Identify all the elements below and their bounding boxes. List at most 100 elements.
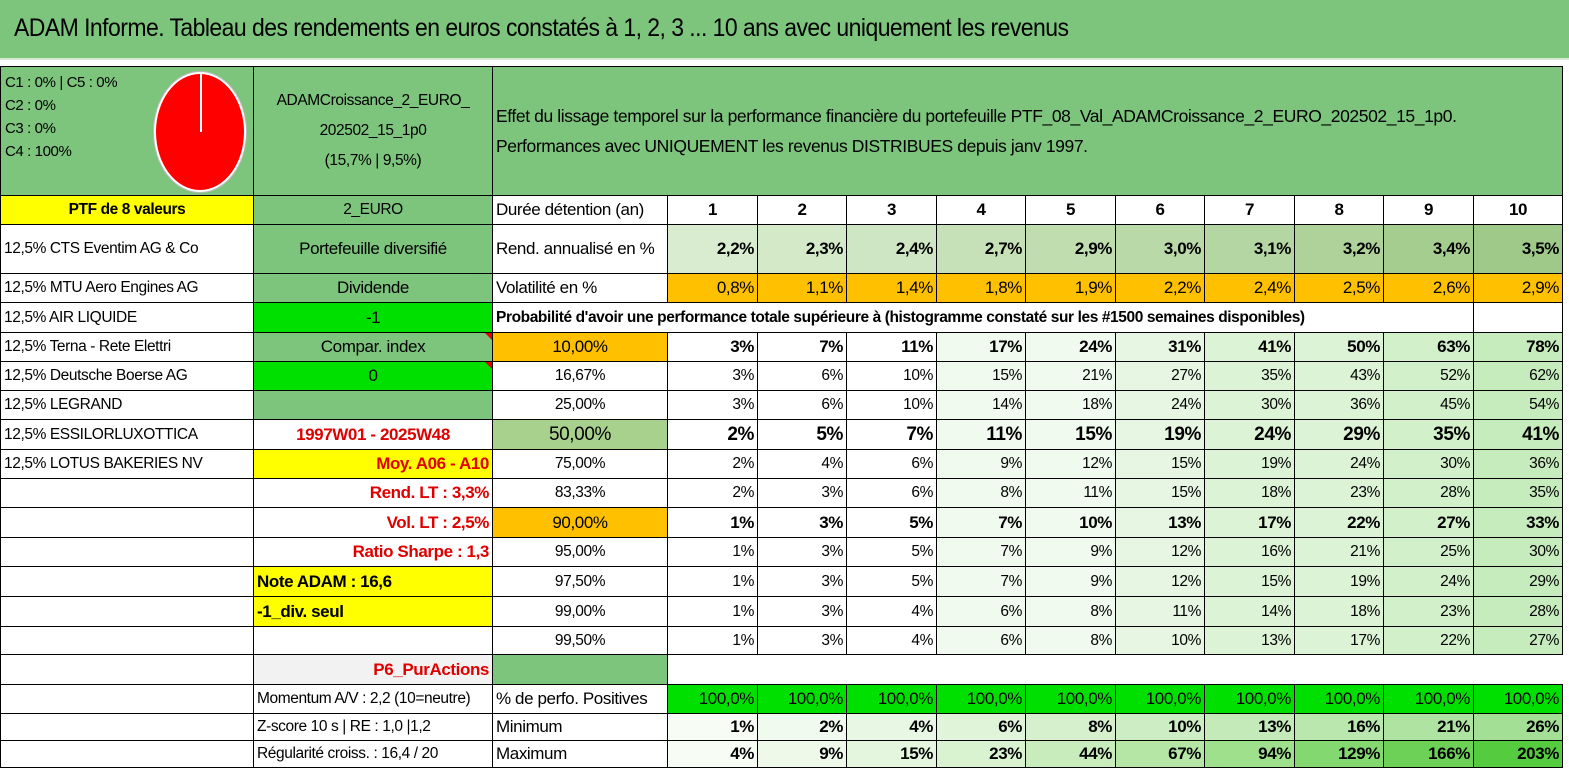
- threshold-label: 25,00%: [492, 390, 668, 420]
- year-header-cell: 2: [757, 195, 847, 225]
- regularite-label: Régularité croiss. : 16,4 / 20: [253, 740, 493, 768]
- probability-cell: 14%: [1204, 596, 1295, 627]
- table-row: 99,50% 1% 3% 4% 6% 8% 10% 13% 17% 22% 27%: [0, 626, 1563, 655]
- fund-name-cell: ADAMCroissance_2_EURO_ 202502_15_1p0 (15,7…: [253, 66, 493, 196]
- empty-cell: [253, 390, 493, 420]
- currency-label: 2_EURO: [253, 195, 493, 225]
- empty-cell: [1473, 302, 1563, 333]
- probability-cell: 4%: [846, 596, 937, 627]
- vol-cell: 1,1%: [757, 273, 847, 303]
- probability-cell: 23%: [1294, 478, 1384, 508]
- dividende-label: Dividende: [253, 273, 493, 303]
- vol-cell: 2,6%: [1383, 273, 1474, 303]
- probability-cell: 8%: [936, 478, 1026, 508]
- probability-cell: 24%: [1115, 390, 1205, 420]
- probability-cell: 25%: [1383, 537, 1474, 567]
- probability-cell: 3%: [757, 596, 847, 627]
- report-title: ADAM Informe. Tableau des rendements en …: [14, 14, 1069, 42]
- rend-cell: 2,9%: [1025, 224, 1116, 274]
- sharpe-label: Ratio Sharpe : 1,3: [253, 537, 493, 567]
- probability-cell: 35%: [1383, 419, 1474, 450]
- minimum-cell: 8%: [1025, 713, 1116, 741]
- probability-cell: 3%: [757, 507, 847, 538]
- probability-cell: 28%: [1383, 478, 1474, 508]
- probability-cell: 18%: [1294, 596, 1384, 627]
- vol-cell: 2,2%: [1115, 273, 1205, 303]
- probability-cell: 18%: [1025, 390, 1116, 420]
- vol-cell: 1,4%: [846, 273, 937, 303]
- empty-cell: [0, 507, 254, 538]
- report-title-bar: ADAM Informe. Tableau des rendements en …: [0, 0, 1569, 60]
- probability-cell: 41%: [1473, 419, 1563, 450]
- zscore-label: Z-score 10 s | RE : 1,0 |1,2: [253, 713, 493, 741]
- probability-cell: 1%: [667, 626, 758, 655]
- rend-cell: 3,5%: [1473, 224, 1563, 274]
- probability-cell: 5%: [846, 566, 937, 597]
- probability-cell: 27%: [1115, 361, 1205, 391]
- year-header-cell: 4: [936, 195, 1026, 225]
- probability-cell: 6%: [846, 449, 937, 479]
- vol-cell: 2,9%: [1473, 273, 1563, 303]
- probability-cell: 10%: [846, 361, 937, 391]
- p6-label: P6_PurActions: [253, 654, 493, 685]
- probability-cell: 3%: [667, 332, 758, 362]
- probability-cell: 3%: [757, 626, 847, 655]
- year-header-cell: 10: [1473, 195, 1563, 225]
- probability-cell: 10%: [846, 390, 937, 420]
- rend-cell: 3,1%: [1204, 224, 1295, 274]
- probability-cell: 16%: [1204, 537, 1295, 567]
- probability-cell: 78%: [1473, 332, 1563, 362]
- probability-cell: 30%: [1383, 449, 1474, 479]
- positives-cell: 100,0%: [1025, 684, 1116, 714]
- rend-cell: 2,4%: [846, 224, 937, 274]
- table-row: 12,5% ESSILORLUXOTTICA 1997W01 - 2025W48 5…: [0, 419, 1563, 450]
- probability-cell: 2%: [667, 478, 758, 508]
- probability-cell: 6%: [757, 361, 847, 391]
- probability-cell: 24%: [1294, 449, 1384, 479]
- probability-cell: 24%: [1025, 332, 1116, 362]
- empty-cell: [0, 478, 254, 508]
- probability-cell: 14%: [936, 390, 1026, 420]
- minimum-cell: 6%: [936, 713, 1026, 741]
- holding-8: 12,5% LOTUS BAKERIES NV: [0, 449, 254, 479]
- maximum-cell: 23%: [936, 740, 1026, 768]
- momentum-label: Momentum A/V : 2,2 (10=neutre): [253, 684, 493, 714]
- probability-cell: 1%: [667, 596, 758, 627]
- minimum-cell: 1%: [667, 713, 758, 741]
- probability-cell: 12%: [1025, 449, 1116, 479]
- holding-4: 12,5% Terna - Rete Elettri: [0, 332, 254, 362]
- empty-cell: [0, 566, 254, 597]
- holding-3: 12,5% AIR LIQUIDE: [0, 302, 254, 333]
- rend-cell: 2,2%: [667, 224, 758, 274]
- probability-cell: 43%: [1294, 361, 1384, 391]
- minimum-cell: 4%: [846, 713, 937, 741]
- positives-label: % de perfo. Positives: [492, 684, 668, 714]
- maximum-cell: 9%: [757, 740, 847, 768]
- maximum-cell: 44%: [1025, 740, 1116, 768]
- probability-cell: 7%: [757, 332, 847, 362]
- threshold-label: 95,00%: [492, 537, 668, 567]
- probability-cell: 9%: [936, 449, 1026, 479]
- probability-cell: 10%: [1115, 626, 1205, 655]
- threshold-label: 75,00%: [492, 449, 668, 479]
- table-row: 12,5% Deutsche Boerse AG 0 16,67% 3% 6% 10% 15…: [0, 361, 1563, 391]
- probability-cell: 3%: [667, 361, 758, 391]
- positives-cell: 100,0%: [1383, 684, 1474, 714]
- table-row: 12,5% AIR LIQUIDE -1 Probabilité d'avoir u…: [0, 302, 1563, 333]
- threshold-label: 50,00%: [492, 419, 668, 450]
- probability-cell: 7%: [936, 566, 1026, 597]
- empty-cell: [0, 684, 254, 714]
- minimum-cell: 10%: [1115, 713, 1205, 741]
- probability-cell: 63%: [1383, 332, 1474, 362]
- probability-cell: 2%: [667, 449, 758, 479]
- compar-value: 0: [253, 361, 493, 391]
- probability-cell: 8%: [1025, 626, 1116, 655]
- probability-cell: 11%: [846, 332, 937, 362]
- maximum-cell: 94%: [1204, 740, 1295, 768]
- probability-cell: 24%: [1204, 419, 1295, 450]
- probability-cell: 15%: [1115, 449, 1205, 479]
- vol-cell: 2,5%: [1294, 273, 1384, 303]
- probability-cell: 3%: [757, 566, 847, 597]
- minimum-cell: 21%: [1383, 713, 1474, 741]
- fund-name-line1: ADAMCroissance_2_EURO_: [276, 92, 470, 109]
